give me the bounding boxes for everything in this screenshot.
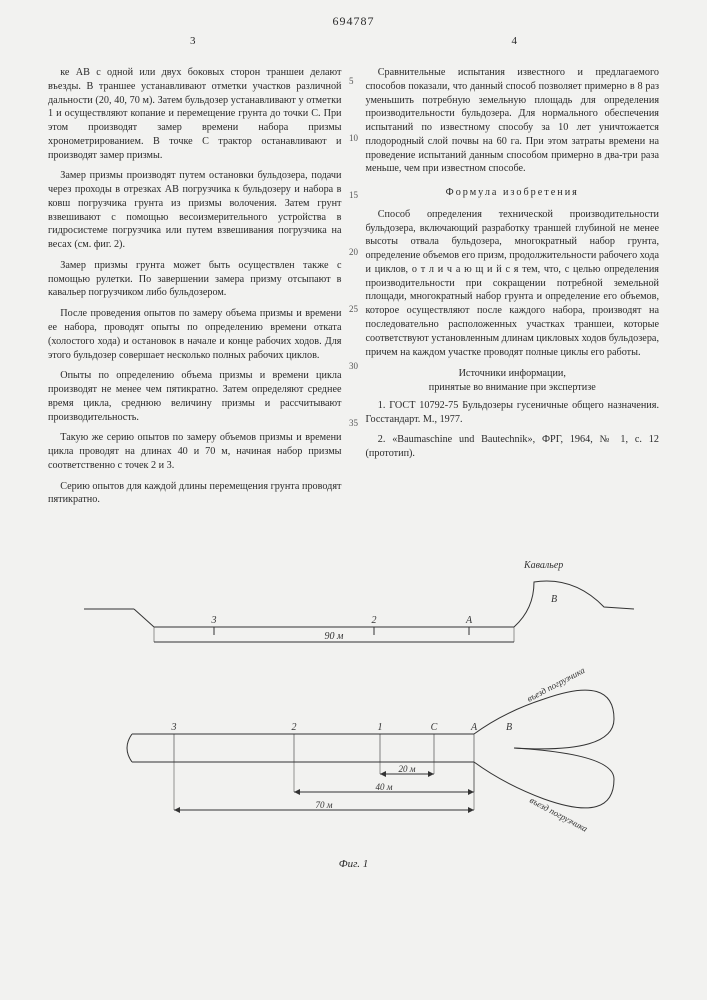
svg-text:A: A: [464, 615, 472, 626]
svg-text:A: A: [469, 722, 477, 733]
svg-text:3: 3: [170, 722, 176, 733]
svg-text:1: 1: [377, 722, 382, 733]
reference-item: 1. ГОСТ 10792-75 Бульдозеры гусеничные о…: [366, 399, 660, 427]
para: Замер призмы грунта может быть осуществл…: [48, 259, 342, 300]
para: После проведения опытов по замеру объема…: [48, 307, 342, 362]
svg-text:90 м: 90 м: [324, 631, 344, 642]
column-right: Сравнительные испытания известного и пре…: [366, 66, 660, 546]
para: Серию опытов для каждой длины перемещени…: [48, 480, 342, 508]
figure-bottom: въезд погрузчика въезд погрузчика B 3 2 1 C A 20…: [74, 664, 634, 854]
document-number: 694787: [333, 14, 375, 29]
figures-block: 32ABКавальер90 м въезд погрузчикавъезд п…: [48, 554, 659, 870]
svg-text:20 м: 20 м: [398, 764, 415, 774]
svg-text:40 м: 40 м: [375, 782, 392, 792]
claims-heading: Формула изобретения: [366, 186, 660, 200]
para: Способ определения технической производи…: [366, 208, 660, 359]
column-left: ке AB с одной или двух боковых сторон тр…: [48, 66, 342, 546]
svg-text:C: C: [430, 722, 437, 733]
svg-text:въезд погрузчика: въезд погрузчика: [525, 665, 587, 704]
page-number-right: 4: [512, 35, 518, 47]
para: Такую же серию опытов по замеру объемов …: [48, 431, 342, 472]
references-heading: Источники информации, принятые во вниман…: [366, 367, 660, 395]
para: Сравнительные испытания известного и пре…: [366, 66, 660, 176]
figure-top: 3 2 A B Кавальер 90 м: [74, 554, 634, 664]
margin-line-numbers: 5 10 15 20 25 30 35: [349, 76, 358, 428]
svg-text:2: 2: [371, 615, 376, 626]
page-number-left: 3: [190, 35, 196, 47]
svg-text:B: B: [551, 594, 557, 605]
svg-text:2: 2: [291, 722, 296, 733]
svg-text:70 м: 70 м: [315, 800, 332, 810]
figure-caption: Фиг. 1: [48, 858, 659, 870]
svg-text:въезд погрузчика: въезд погрузчика: [528, 795, 590, 834]
para: Опыты по определению объема призмы и вре…: [48, 369, 342, 424]
svg-text:3: 3: [210, 615, 216, 626]
reference-item: 2. «Baumaschine und Bautechnik», ФРГ, 19…: [366, 433, 660, 461]
para: Замер призмы производят путем остановки …: [48, 169, 342, 252]
svg-text:Кавальер: Кавальер: [523, 560, 563, 571]
para: ке AB с одной или двух боковых сторон тр…: [48, 66, 342, 162]
svg-text:B: B: [506, 722, 512, 733]
